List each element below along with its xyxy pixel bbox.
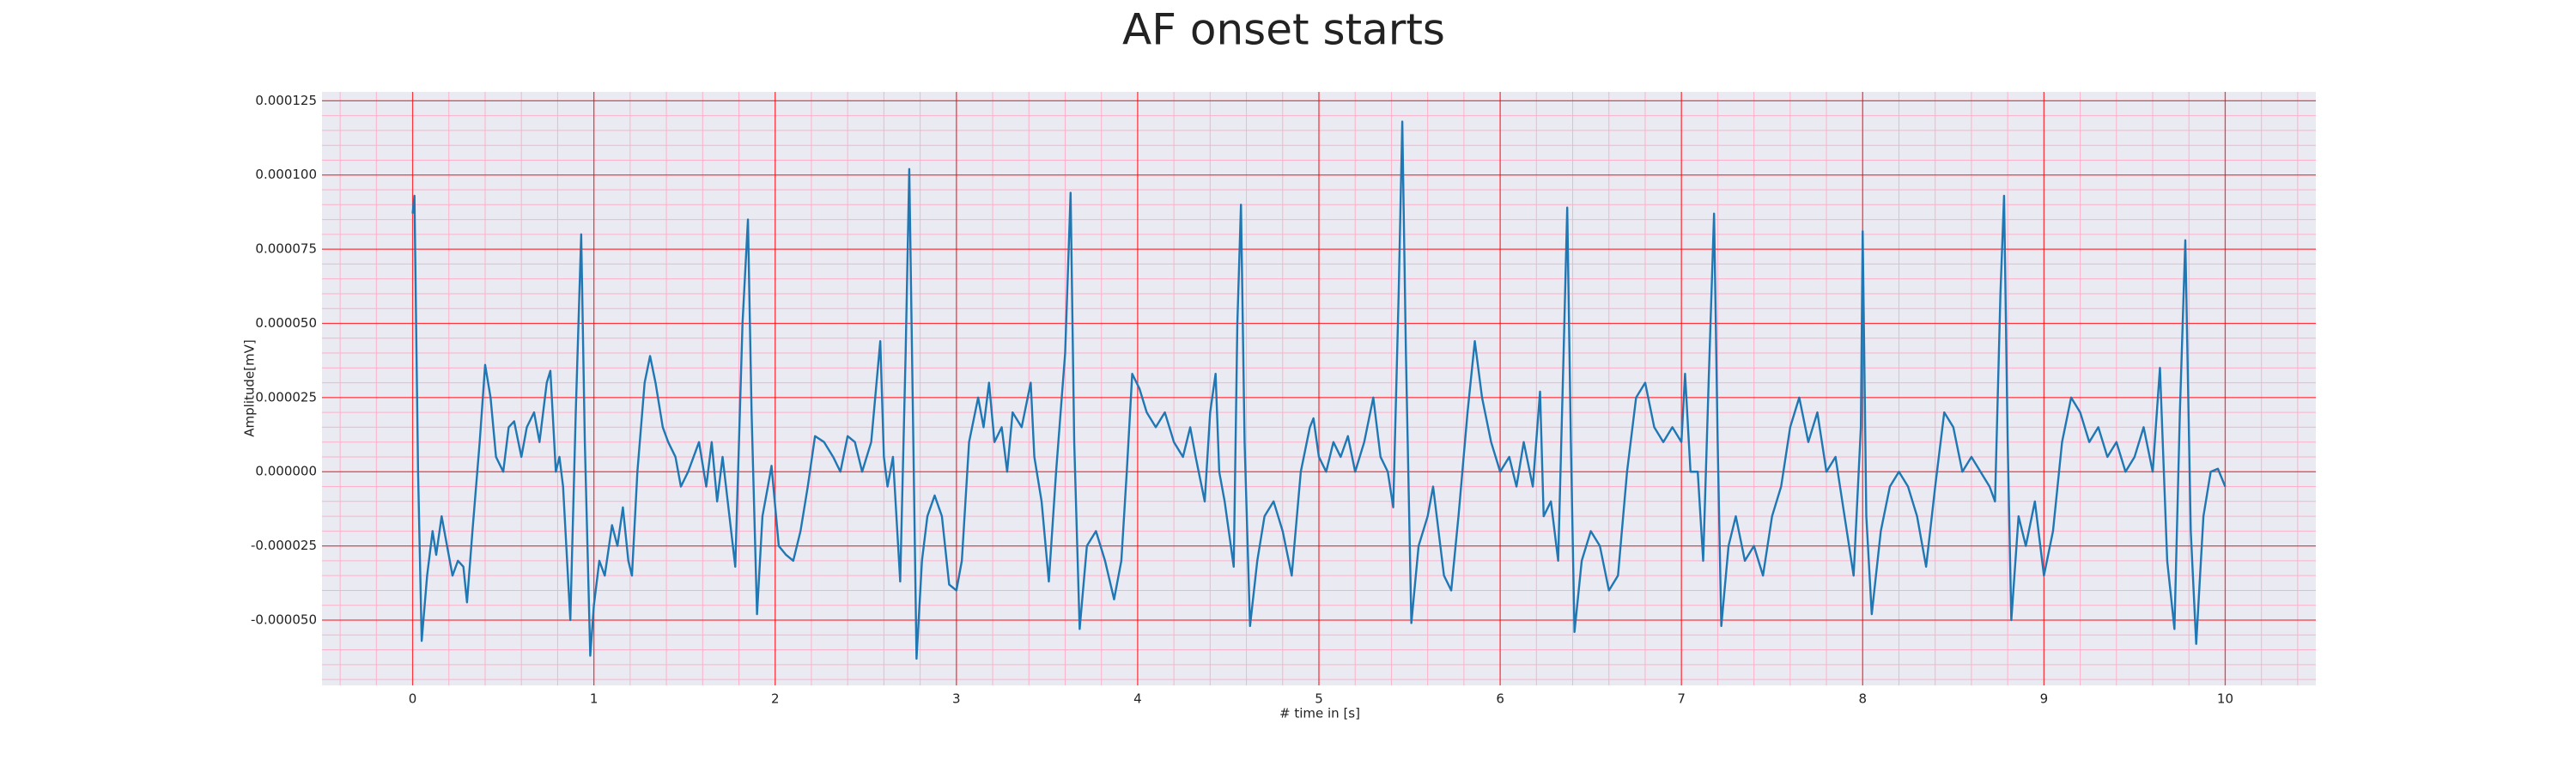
y-tick-label: 0.000000 bbox=[255, 464, 317, 479]
y-tick-label: 0.000025 bbox=[255, 389, 317, 405]
x-tick-label: 3 bbox=[952, 691, 961, 707]
y-tick-label: -0.000050 bbox=[251, 612, 317, 627]
chart-title: AF onset starts bbox=[1122, 5, 1445, 55]
y-axis-label: Amplitude[mV] bbox=[242, 339, 258, 436]
x-tick-label: 10 bbox=[2217, 691, 2233, 707]
x-tick-label: 6 bbox=[1496, 691, 1504, 707]
x-tick-label: 9 bbox=[2040, 691, 2049, 707]
x-tick-label: 4 bbox=[1133, 691, 1142, 707]
y-tick-label: 0.000100 bbox=[255, 167, 317, 182]
x-tick-label: 0 bbox=[409, 691, 417, 707]
y-tick-label: 0.000125 bbox=[255, 93, 317, 108]
x-tick-label: 7 bbox=[1677, 691, 1686, 707]
x-tick-label: 5 bbox=[1315, 691, 1323, 707]
line-series bbox=[411, 120, 2227, 660]
x-tick-label: 2 bbox=[771, 691, 780, 707]
x-tick-label: 1 bbox=[590, 691, 598, 707]
y-tick-label: 0.000050 bbox=[255, 315, 317, 331]
y-tick-label: -0.000025 bbox=[251, 538, 317, 553]
y-tick-label: 0.000075 bbox=[255, 241, 317, 257]
x-axis-label: # time in [s] bbox=[1279, 706, 1360, 721]
x-tick-label: 8 bbox=[1858, 691, 1867, 707]
